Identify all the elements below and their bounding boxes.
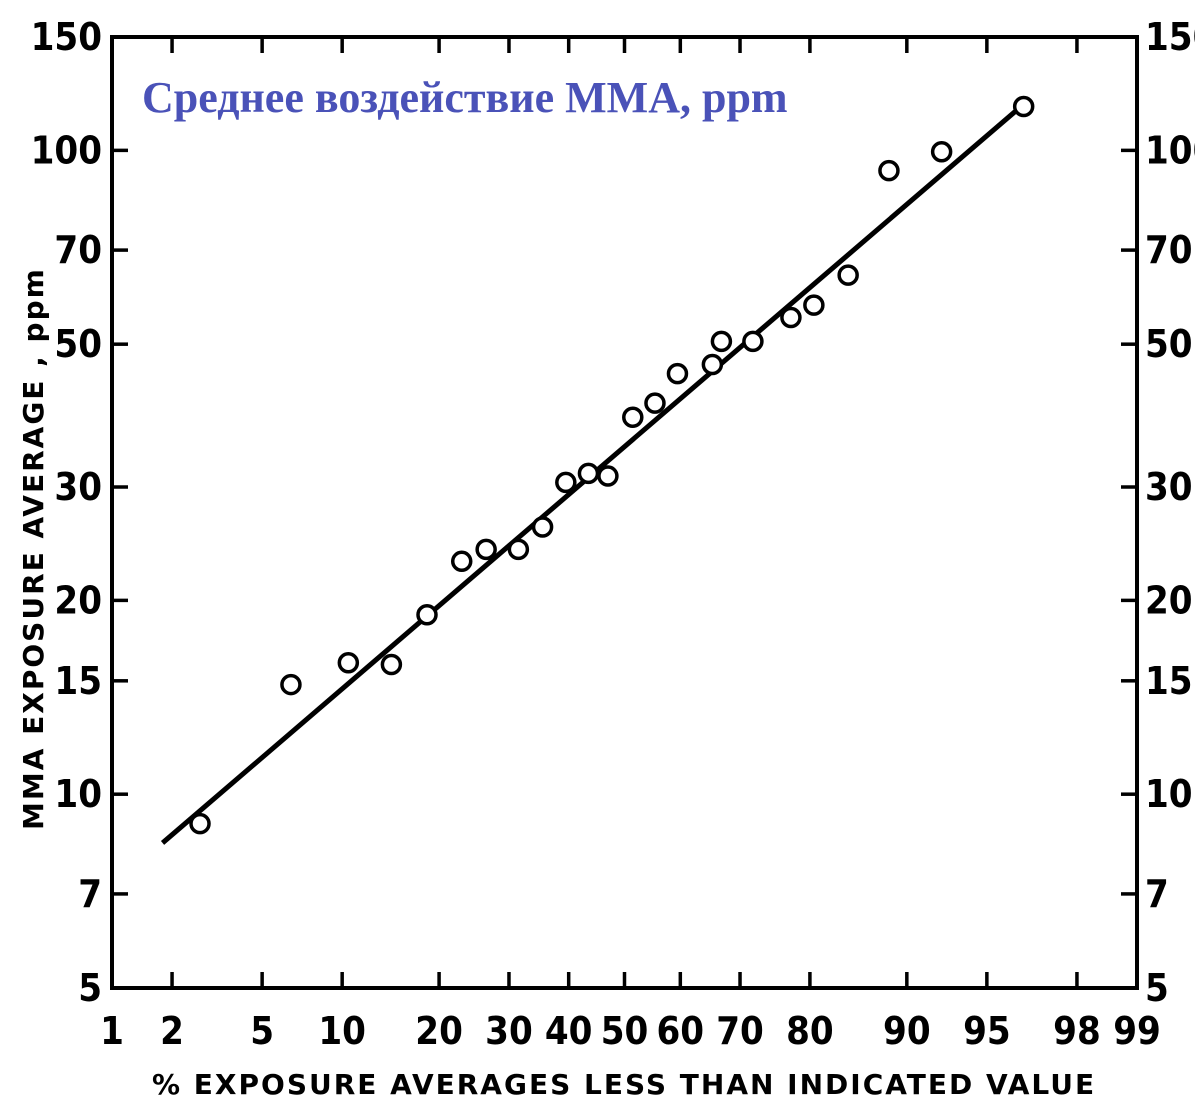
data-point — [337, 652, 360, 674]
data-point — [837, 264, 859, 286]
y-tick-label-right: 100 — [1145, 128, 1195, 172]
data-point — [555, 471, 577, 494]
y-tick-label: 50 — [54, 322, 102, 366]
data-point — [666, 362, 689, 385]
data-point — [622, 406, 644, 429]
y-tick-label-right: 7 — [1145, 872, 1169, 916]
x-tick-label: 20 — [415, 1009, 463, 1053]
data-point — [701, 353, 724, 376]
x-tick-label: 10 — [318, 1009, 366, 1053]
y-tick-label: 30 — [54, 465, 102, 509]
data-point — [1012, 95, 1035, 118]
y-tick-label-right: 150 — [1145, 15, 1195, 59]
y-tick-label: 20 — [54, 578, 102, 622]
data-point — [380, 653, 403, 676]
x-tick-label: 90 — [883, 1009, 931, 1053]
data-point — [189, 812, 211, 835]
data-point — [507, 538, 530, 561]
plot-frame — [110, 35, 1139, 990]
data-point — [878, 159, 900, 182]
x-tick-label: 40 — [545, 1009, 593, 1053]
y-tick-label: 70 — [54, 228, 102, 272]
y-tick-label: 15 — [54, 659, 102, 703]
x-tick-label: 60 — [657, 1009, 705, 1053]
data-point — [280, 673, 302, 696]
x-tick-label: 99 — [1113, 1009, 1161, 1053]
data-point — [450, 550, 473, 573]
y-tick-label: 5 — [78, 966, 102, 1010]
y-tick-label-right: 30 — [1145, 465, 1193, 509]
y-tick-label: 150 — [31, 15, 102, 59]
x-tick-label: 70 — [716, 1009, 764, 1053]
y-tick-label-right: 5 — [1145, 966, 1169, 1010]
y-tick-label: 10 — [54, 772, 102, 816]
y-tick-label-right: 70 — [1145, 228, 1193, 272]
chart-title: Среднее воздействие MMA, ppm — [142, 73, 788, 122]
x-tick-label: 2 — [160, 1009, 184, 1053]
data-point — [475, 538, 497, 561]
y-tick-label-right: 50 — [1145, 322, 1193, 366]
data-point — [742, 330, 764, 353]
x-tick-label: 95 — [963, 1009, 1011, 1053]
y-tick-label: 100 — [31, 128, 102, 172]
y-tick-label-right: 15 — [1145, 659, 1193, 703]
data-point — [930, 141, 953, 163]
data-point — [710, 330, 733, 353]
x-tick-label: 30 — [485, 1009, 533, 1053]
data-point — [644, 392, 666, 414]
y-tick-label-right: 10 — [1145, 772, 1193, 816]
x-tick-label: 98 — [1053, 1009, 1101, 1053]
data-point — [803, 294, 825, 316]
data-point — [416, 603, 438, 626]
data-point — [531, 516, 554, 538]
y-tick-label-right: 20 — [1145, 578, 1193, 622]
x-axis-label: % EXPOSURE AVERAGES LESS THAN INDICATED … — [152, 1068, 1096, 1099]
x-tick-label: 5 — [250, 1009, 274, 1053]
y-tick-label: 7 — [78, 872, 102, 916]
x-tick-label: 50 — [601, 1009, 649, 1053]
x-tick-label: 1 — [100, 1009, 124, 1053]
data-marks — [160, 95, 1035, 845]
data-point — [577, 462, 600, 485]
x-tick-label: 80 — [786, 1009, 834, 1053]
data-point — [780, 306, 802, 329]
y-axis-label: MMA EXPOSURE AVERAGE , ppm — [17, 267, 50, 830]
data-point — [597, 465, 619, 487]
